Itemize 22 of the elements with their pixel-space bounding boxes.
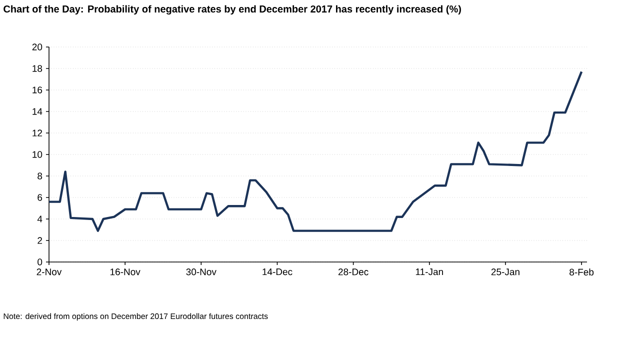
y-tick-label: 6 [38,194,42,201]
x-tick-label: 8-Feb [570,268,594,276]
y-tick-label: 10 [32,151,42,158]
x-tick-label: 30-Nov [186,268,216,276]
y-tick-label: 4 [37,216,42,222]
line-series [48,70,583,232]
x-tick-label: 11-Jan [416,268,443,276]
x-tick-label: 28-Dec [338,268,368,276]
chart-title: Chart of the Day: Probability of negative rates by end December 2017 has recently increased (%) [4,5,461,15]
text: Note: derived from options on December 2017 Eurodollar futures contracts [4,313,268,321]
y-tick-label: 16 [32,86,42,94]
y-tick-label: 18 [32,65,42,72]
y-tick-label: 0 [38,258,42,266]
x-tick-label: 2-Nov [36,268,62,276]
x-tick-label: 25-Jan [491,268,520,276]
y-tick-label: 20 [32,44,42,50]
y-tick-label: 2 [38,237,42,244]
x-tick-label: 16-Nov [110,268,140,276]
x-tick-label: 14-Dec [262,268,292,276]
y-tick-label: 12 [32,130,42,136]
y-tick-label: 14 [32,108,42,115]
y-tick-label: 8 [38,172,42,180]
